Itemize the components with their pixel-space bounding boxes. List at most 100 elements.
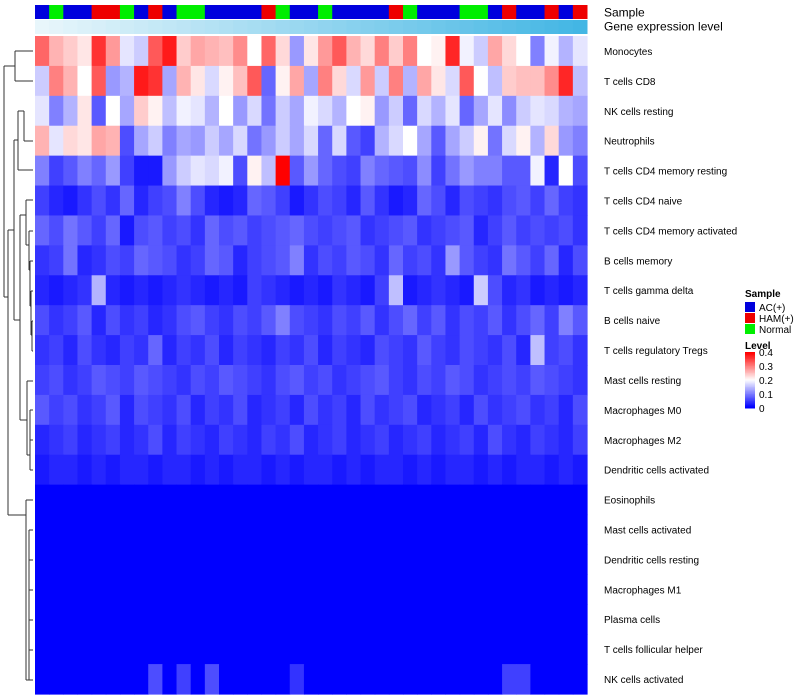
heatmap-cell [403, 245, 418, 276]
heatmap-cell [35, 514, 50, 546]
heatmap-cell [459, 245, 475, 276]
heatmap-cell [91, 36, 107, 67]
heatmap-cell [303, 634, 319, 665]
heatmap-cell [417, 245, 432, 276]
legend-level-gradient-step [745, 352, 755, 354]
heatmap-cell [572, 664, 588, 695]
heatmap-cell [119, 305, 135, 336]
heatmap-cell [148, 215, 163, 246]
heatmap-cell [473, 245, 489, 276]
heatmap-cell [204, 604, 220, 635]
heatmap-cell [487, 365, 503, 396]
heatmap-cell [502, 574, 517, 605]
heatmap-cell [148, 574, 163, 605]
gene-annotation-cell [360, 20, 376, 34]
heatmap-cell [318, 604, 333, 635]
heatmap-cell [473, 514, 489, 546]
legend-level-gradient-step [745, 392, 755, 395]
heatmap-cell [247, 365, 263, 396]
heatmap-cell [417, 454, 432, 486]
heatmap-cell [233, 424, 248, 456]
heatmap-cell [516, 514, 531, 546]
heatmap-cell [544, 125, 560, 157]
heatmap-cell [445, 664, 461, 695]
heatmap-cell [318, 95, 333, 127]
heatmap-cell [388, 245, 404, 276]
legend-level-tick: 0.4 [759, 348, 773, 359]
heatmap-cell [190, 36, 206, 67]
heatmap-cell [303, 95, 319, 127]
heatmap-cell [487, 95, 503, 127]
heatmap-cell [487, 65, 503, 97]
heatmap-cell [487, 634, 503, 665]
heatmap-cell [346, 36, 362, 67]
heatmap-cell [332, 155, 347, 187]
heatmap-cell [459, 125, 475, 157]
heatmap-cell [303, 275, 319, 306]
heatmap-cell [91, 454, 107, 486]
heatmap-cell [261, 245, 277, 276]
legend-sample-swatch [745, 313, 755, 323]
heatmap-cell [530, 65, 546, 97]
heatmap-cell [388, 664, 404, 695]
heatmap-cell [558, 454, 574, 486]
heatmap-cell [105, 275, 121, 306]
heatmap-cell [91, 634, 107, 665]
heatmap-cell [572, 125, 588, 157]
legend-level-gradient-step [745, 405, 755, 408]
heatmap-cell [530, 424, 546, 456]
heatmap-cell [63, 36, 79, 67]
legend-level-gradient-step [745, 373, 755, 375]
heatmap-cell [49, 275, 64, 306]
legend-level-gradient-step [745, 356, 755, 359]
heatmap-cell [261, 394, 277, 426]
heatmap-cell [544, 664, 560, 695]
sample-annotation-cell [374, 5, 390, 19]
heatmap-cell [346, 305, 362, 336]
gene-annotation-cell [332, 20, 347, 34]
heatmap-cell [417, 125, 432, 157]
heatmap-cell [134, 245, 149, 276]
heatmap-cell [289, 454, 305, 486]
legend-level-gradient-step [745, 382, 755, 385]
heatmap-cell [417, 185, 432, 217]
heatmap-cell [572, 155, 588, 187]
heatmap-cell [105, 544, 121, 575]
heatmap-cell [516, 484, 531, 516]
heatmap-cell [204, 544, 220, 575]
heatmap-cell [176, 335, 192, 366]
heatmap-cell [303, 514, 319, 546]
heatmap-cell [544, 514, 560, 546]
heatmap-cell [148, 305, 163, 336]
heatmap-cell [303, 245, 319, 276]
heatmap-cell [303, 484, 319, 516]
heatmap-cell [247, 664, 263, 695]
sample-annotation-cell [77, 5, 93, 19]
heatmap-cell [445, 484, 461, 516]
heatmap-cell [388, 544, 404, 575]
gene-annotation-cell [35, 20, 50, 34]
heatmap-cell [544, 335, 560, 366]
heatmap-cell [544, 454, 560, 486]
heatmap-cell [445, 544, 461, 575]
heatmap-cell [516, 155, 531, 187]
heatmap-cell [162, 185, 178, 217]
sample-annotation-cell [233, 5, 248, 19]
legend-level-gradient-step [745, 371, 755, 374]
heatmap-cell [332, 634, 347, 665]
heatmap-cell [63, 335, 79, 366]
heatmap-cell [289, 424, 305, 456]
heatmap-cell [119, 544, 135, 575]
heatmap-cell [318, 185, 333, 217]
heatmap-cell [176, 36, 192, 67]
heatmap-cell [516, 95, 531, 127]
heatmap-cell [35, 185, 50, 217]
heatmap-cell [303, 394, 319, 426]
heatmap-cell [219, 125, 234, 157]
heatmap-cell [544, 634, 560, 665]
heatmap-cell [35, 574, 50, 605]
heatmap-cell [487, 394, 503, 426]
heatmap-cell [487, 215, 503, 246]
heatmap-cells [35, 36, 588, 695]
sample-annotation-cell [176, 5, 192, 19]
